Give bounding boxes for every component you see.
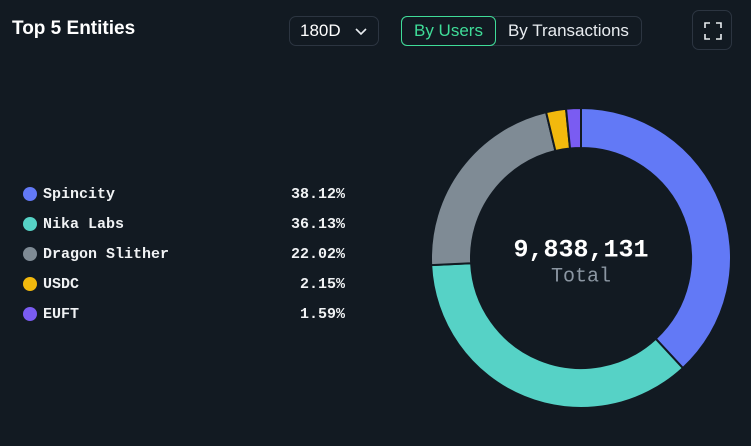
period-label: 180D — [300, 21, 341, 40]
legend-label: USDC — [43, 276, 79, 293]
tab-group: By Users By Transactions — [401, 16, 642, 46]
legend-marker — [23, 307, 37, 321]
legend-label: Spincity — [43, 186, 115, 203]
legend-value: 2.15% — [300, 276, 346, 293]
chevron-icon — [355, 28, 367, 36]
legend-value: 22.02% — [291, 246, 346, 263]
fullscreen-icon — [704, 22, 722, 40]
legend-value: 1.59% — [300, 306, 346, 323]
donut-slice — [430, 262, 685, 409]
legend-label: Dragon Slither — [43, 246, 169, 263]
legend-label: EUFT — [43, 306, 79, 323]
center-caption: Total — [551, 265, 611, 288]
chart-title: Top 5 Entities — [12, 18, 136, 39]
legend-marker — [23, 277, 37, 291]
center-value: 9,838,131 — [513, 236, 648, 265]
legend-value: 36.13% — [291, 216, 346, 233]
fullscreen-button[interactable] — [692, 10, 732, 50]
legend-marker — [23, 187, 37, 201]
legend-marker — [23, 217, 37, 231]
legend-marker — [23, 247, 37, 261]
donut-slice — [564, 106, 582, 150]
legend-value: 38.12% — [291, 186, 346, 203]
tab[interactable]: By Users — [401, 16, 496, 46]
period-dropdown[interactable]: 180D — [289, 16, 379, 46]
tab[interactable]: By Transactions — [507, 21, 629, 40]
donut-slice — [580, 106, 732, 370]
legend-label: Nika Labs — [43, 216, 124, 233]
